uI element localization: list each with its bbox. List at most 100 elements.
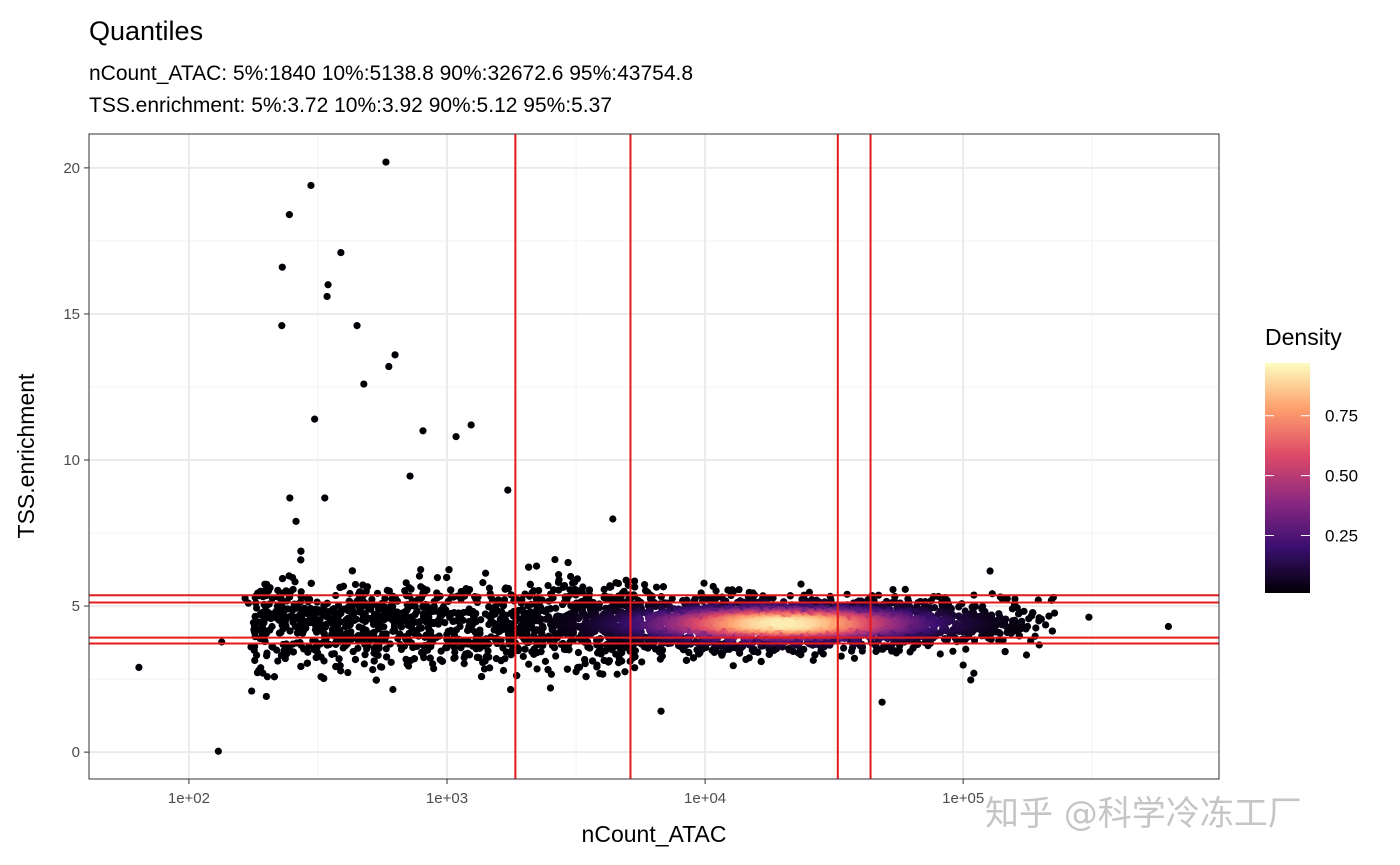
data-point (385, 362, 393, 371)
data-point (252, 604, 261, 612)
data-point (259, 593, 267, 601)
data-point (391, 351, 399, 359)
data-point (248, 687, 256, 695)
data-point (613, 670, 621, 678)
data-point (303, 659, 311, 667)
data-point (292, 517, 300, 525)
data-point (382, 645, 390, 653)
data-point (382, 630, 390, 638)
data-point (544, 581, 552, 590)
data-point (544, 666, 552, 674)
data-point (609, 515, 617, 523)
data-point (878, 698, 886, 706)
data-point (372, 676, 380, 684)
data-point (426, 654, 434, 662)
data-point (809, 656, 817, 664)
data-point (274, 657, 282, 665)
data-point (135, 663, 143, 672)
data-point (555, 586, 563, 594)
data-point (268, 643, 276, 651)
data-point (286, 627, 294, 635)
data-point (482, 569, 490, 577)
x-tick-label: 1e+02 (168, 790, 210, 807)
data-point (406, 472, 414, 480)
data-point (967, 676, 975, 684)
data-point (477, 672, 486, 681)
legend-tick-label: 0.50 (1325, 467, 1358, 486)
data-point (417, 566, 425, 574)
data-point (521, 645, 529, 653)
data-point (986, 567, 994, 575)
data-point (500, 596, 509, 604)
data-point (776, 620, 784, 628)
data-point (336, 626, 344, 634)
data-point (555, 571, 563, 579)
data-point (405, 629, 413, 638)
data-point (387, 658, 395, 666)
data-point (361, 651, 369, 659)
data-point (415, 572, 424, 580)
data-point (337, 249, 345, 257)
data-point (745, 654, 753, 662)
data-point (1001, 647, 1009, 656)
data-point (453, 616, 461, 625)
data-point (444, 597, 452, 606)
data-point (369, 666, 377, 674)
data-point (564, 558, 572, 567)
data-point (729, 662, 737, 670)
data-point (278, 263, 286, 271)
data-point (840, 644, 848, 652)
data-point (940, 635, 949, 643)
data-point (499, 644, 507, 652)
data-point (385, 587, 393, 595)
data-point (307, 579, 315, 587)
data-point (659, 583, 667, 591)
data-point (581, 655, 589, 664)
y-tick-label: 0 (72, 744, 80, 761)
data-point (382, 158, 390, 166)
data-point (546, 684, 555, 692)
legend-tick-label: 0.25 (1325, 527, 1358, 546)
data-point (1032, 624, 1040, 632)
data-point (278, 575, 287, 583)
data-point (712, 587, 720, 595)
data-point (479, 579, 487, 587)
data-point (336, 583, 344, 592)
data-point (397, 623, 405, 631)
data-point (464, 636, 472, 645)
data-point (614, 579, 622, 588)
data-point (652, 583, 661, 591)
data-point (532, 562, 541, 570)
data-point (451, 653, 459, 661)
x-tick-label: 1e+04 (684, 790, 726, 807)
data-point (1164, 622, 1173, 631)
data-point (621, 668, 629, 676)
data-point (375, 605, 383, 613)
data-point (657, 593, 665, 601)
data-point (353, 322, 361, 330)
data-point (323, 292, 331, 301)
data-point (525, 563, 533, 571)
data-point (452, 433, 460, 441)
data-point (286, 494, 294, 502)
data-point (554, 578, 563, 586)
data-point (311, 415, 319, 423)
x-axis-title: nCount_ATAC (582, 821, 727, 847)
data-point (535, 586, 543, 595)
data-point (1050, 609, 1059, 617)
data-point (1008, 605, 1016, 613)
data-point (456, 622, 464, 630)
x-tick-label: 1e+03 (426, 790, 468, 807)
watermark: 知乎 @科学冷冻工厂 (985, 794, 1302, 834)
data-point (417, 648, 426, 657)
data-point (970, 669, 978, 677)
data-point (545, 632, 553, 640)
data-point (526, 580, 534, 589)
chart-title: Quantiles (89, 16, 203, 46)
data-point (389, 685, 397, 694)
data-point (477, 616, 485, 624)
data-point (473, 653, 482, 661)
data-point (574, 648, 583, 657)
